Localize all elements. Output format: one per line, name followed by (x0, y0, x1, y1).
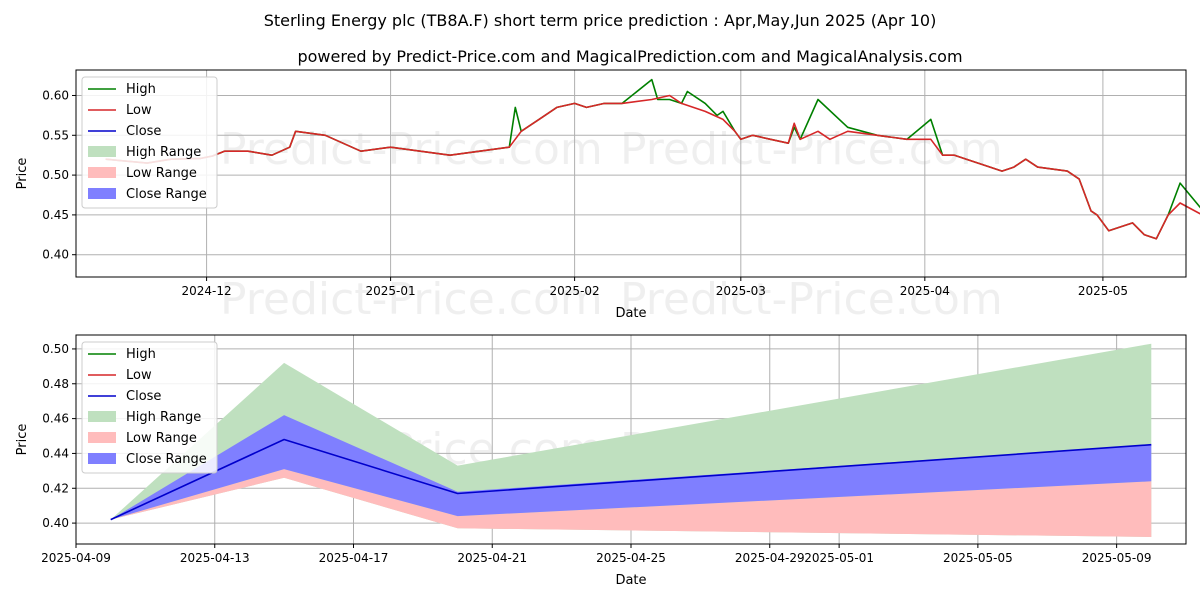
chart-title: Sterling Energy plc (TB8A.F) short term … (264, 11, 937, 30)
low-range-legend-swatch (88, 432, 116, 443)
legend-label: High Range (126, 145, 201, 160)
plot-frame (75, 69, 1187, 278)
x-axis-ticks: 2024-12 2025-01 2025-02 2025-03 2025-04 2025-… (182, 277, 1128, 298)
x-tick-label: 2025-03 (716, 284, 766, 298)
y-tick-label: 0.44 (42, 446, 69, 460)
chart-subtitle: powered by Predict-Price.com and Magical… (297, 47, 962, 66)
grid-lines (76, 70, 1186, 277)
x-axis-label: Date (615, 306, 646, 321)
high-range-legend-swatch (88, 411, 116, 422)
legend-label: Close Range (126, 187, 207, 202)
series-lines (105, 78, 1200, 240)
legend-label: Low Range (126, 431, 197, 446)
x-tick-label: 2025-05-01 (804, 551, 874, 565)
y-tick-label: 0.40 (42, 516, 69, 530)
y-tick-label: 0.50 (42, 342, 69, 356)
legend-label: High Range (126, 410, 201, 425)
top-panel: Predict-Price.com Predict-Price.com Pred… (15, 69, 1200, 325)
x-tick-label: 2025-04-21 (457, 551, 527, 565)
x-tick-label: 2025-05 (1078, 284, 1128, 298)
y-tick-label: 0.40 (42, 248, 69, 262)
y-tick-label: 0.60 (42, 88, 69, 102)
legend-label: Close Range (126, 452, 207, 467)
legend: High Low Close High Range Low Range Close Ran… (81, 341, 218, 474)
x-tick-label: 2025-04-25 (596, 551, 666, 565)
x-axis-ticks: 2025-04-09 2025-04-13 2025-04-17 2025-04-21… (41, 544, 1152, 565)
series-lines (110, 438, 1152, 521)
legend-label: Low Range (126, 166, 197, 181)
x-tick-label: 2025-04-29 (735, 551, 805, 565)
close-range-legend-swatch (88, 453, 116, 464)
y-axis-label: Price (15, 424, 30, 456)
y-tick-label: 0.50 (42, 168, 69, 182)
watermark: Predict-Price.com (220, 274, 603, 325)
legend-label: Low (126, 368, 152, 383)
legend-label: Close (126, 124, 161, 139)
low-range-band (110, 469, 1152, 537)
watermark: Predict-Price.com (620, 274, 1003, 325)
close-range-band (110, 415, 1152, 520)
x-tick-label: 2024-12 (182, 284, 232, 298)
low-range-legend-swatch (88, 167, 116, 178)
high-range-legend-swatch (88, 146, 116, 157)
legend: High Low Close High Range Low Range Close Ran… (81, 76, 218, 209)
legend-label: Low (126, 103, 152, 118)
y-axis-ticks: 0.40 0.45 0.50 0.55 0.60 (42, 88, 76, 262)
legend-label: High (126, 347, 156, 362)
watermark: Predict-Price.com (620, 124, 1003, 175)
x-tick-label: 2025-04-17 (319, 551, 389, 565)
close-range-legend-swatch (88, 188, 116, 199)
x-tick-label: 2025-05-05 (943, 551, 1013, 565)
x-tick-label: 2025-04-09 (41, 551, 111, 565)
y-tick-label: 0.48 (42, 377, 69, 391)
legend-label: Close (126, 389, 161, 404)
legend-label: High (126, 82, 156, 97)
y-tick-label: 0.55 (42, 128, 69, 142)
range-bands (110, 343, 1152, 537)
x-axis-label: Date (615, 573, 646, 588)
x-tick-label: 2025-05-09 (1082, 551, 1152, 565)
y-axis-label: Price (15, 158, 30, 190)
y-tick-label: 0.45 (42, 208, 69, 222)
x-tick-label: 2025-01 (366, 284, 416, 298)
low-series-line (105, 94, 1200, 240)
x-tick-label: 2025-04 (900, 284, 950, 298)
x-tick-label: 2025-02 (550, 284, 600, 298)
bottom-panel: Predict-Price.com Predict-Price.com 2025… (15, 334, 1187, 588)
y-tick-label: 0.42 (42, 481, 69, 495)
x-tick-label: 2025-04-13 (180, 551, 250, 565)
y-axis-ticks: 0.40 0.42 0.44 0.46 0.48 0.50 (42, 342, 76, 530)
close-series-line (110, 438, 1152, 521)
y-tick-label: 0.46 (42, 412, 69, 426)
